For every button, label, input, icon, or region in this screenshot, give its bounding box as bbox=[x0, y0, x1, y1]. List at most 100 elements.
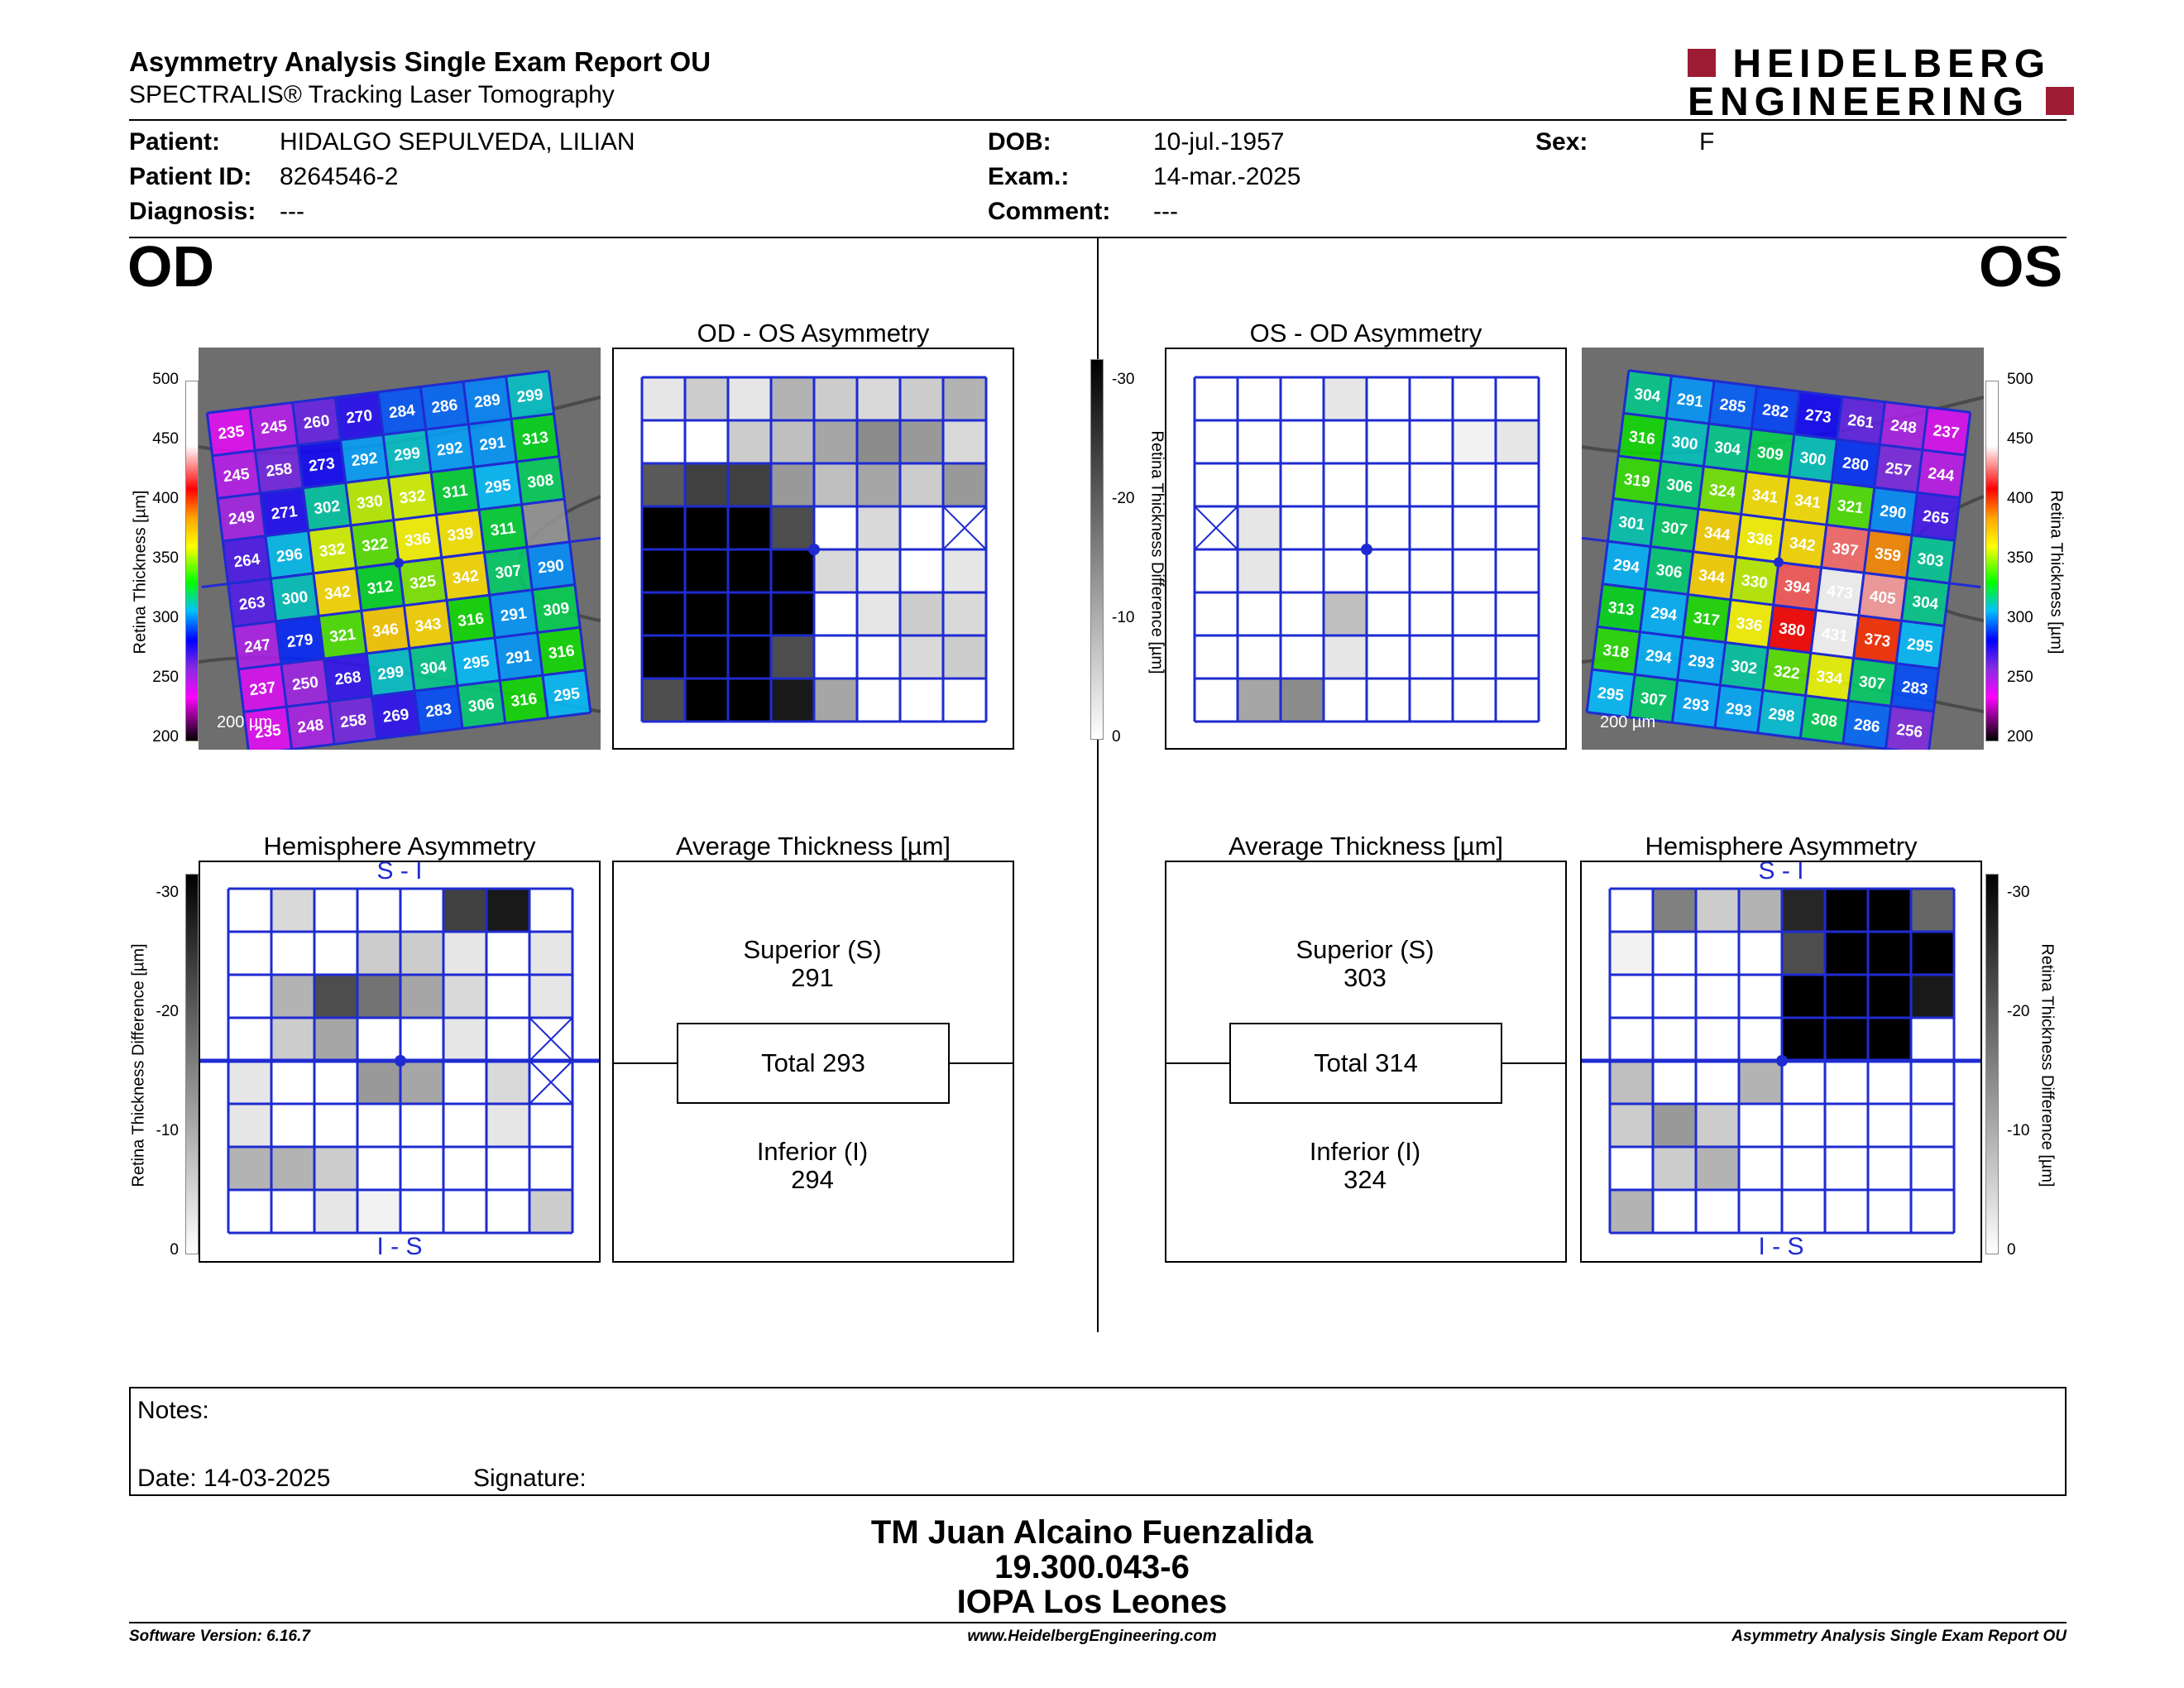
asym-cell bbox=[814, 377, 857, 420]
asym-cell bbox=[228, 1061, 271, 1104]
thickness-cell bbox=[1789, 434, 1837, 482]
signature-label: Signature: bbox=[473, 1465, 587, 1492]
asym-cell bbox=[1324, 592, 1367, 635]
colorbar-tick: 350 bbox=[2007, 549, 2033, 567]
asym-cell bbox=[1496, 420, 1539, 463]
colorbar-tick: -20 bbox=[1112, 490, 1135, 507]
asym-cell bbox=[1453, 377, 1496, 420]
asym-cell bbox=[1453, 679, 1496, 722]
asym-cell bbox=[486, 1061, 529, 1104]
thickness-value: 334 bbox=[1815, 668, 1843, 688]
thickness-value: 295 bbox=[553, 685, 581, 706]
notes-label: Notes: bbox=[137, 1397, 209, 1424]
thickness-value: 299 bbox=[516, 386, 544, 407]
asym-cell bbox=[486, 1190, 529, 1233]
thickness-cell bbox=[308, 525, 357, 573]
thickness-cell bbox=[1592, 626, 1640, 675]
colorbar-tick: 500 bbox=[152, 371, 179, 388]
asym-cell bbox=[486, 975, 529, 1018]
thickness-cell bbox=[1800, 695, 1849, 744]
signer-id: 19.300.043-6 bbox=[994, 1549, 1190, 1585]
thickness-value: 342 bbox=[323, 583, 352, 604]
thickness-value: 473 bbox=[1826, 583, 1854, 603]
asym-cell bbox=[1825, 1061, 1868, 1104]
asym-cell bbox=[1238, 635, 1281, 679]
asym-cell bbox=[271, 1190, 314, 1233]
asym-cell bbox=[314, 932, 357, 975]
thickness-value: 300 bbox=[1671, 434, 1699, 454]
asym-cell bbox=[1281, 420, 1324, 463]
asym-cell bbox=[400, 1018, 443, 1061]
asym-cell bbox=[771, 420, 814, 463]
os-thickness-colorbar bbox=[1985, 381, 1999, 741]
asym-cell bbox=[1653, 1061, 1696, 1104]
asym-cell bbox=[1653, 932, 1696, 975]
asym-cell bbox=[271, 1104, 314, 1147]
asym-cell bbox=[685, 463, 728, 506]
asym-cell bbox=[642, 377, 685, 420]
asym-cell bbox=[228, 889, 271, 932]
thickness-value: 316 bbox=[1628, 428, 1656, 448]
os-hemi-colorbar bbox=[1985, 874, 1999, 1254]
asym-cell bbox=[1739, 1104, 1782, 1147]
thickness-value: 265 bbox=[1922, 507, 1950, 528]
asym-cell bbox=[1324, 635, 1367, 679]
os-thickness-axis-label: Retina Thickness [µm] bbox=[2047, 490, 2066, 655]
thickness-value: 342 bbox=[1789, 535, 1817, 555]
thickness-cell bbox=[1629, 674, 1678, 723]
asym-cell bbox=[1195, 377, 1238, 420]
os-inferior-label: Inferior (I) bbox=[1309, 1137, 1421, 1166]
thickness-value: 341 bbox=[1751, 487, 1779, 507]
thickness-value: 295 bbox=[462, 653, 491, 674]
thickness-value: 300 bbox=[280, 588, 309, 609]
colorbar-tick: 400 bbox=[2007, 490, 2033, 507]
os-label: OS bbox=[1979, 234, 2063, 299]
asym-cell bbox=[771, 506, 814, 549]
thickness-cell bbox=[1912, 492, 1961, 541]
thickness-cell bbox=[473, 462, 522, 510]
thickness-value: 293 bbox=[1682, 695, 1710, 716]
asym-cell bbox=[1238, 679, 1281, 722]
asym-cell bbox=[1410, 549, 1453, 592]
colorbar-tick: 300 bbox=[152, 609, 179, 626]
asym-cell bbox=[1281, 679, 1324, 722]
asym-cell bbox=[529, 1190, 572, 1233]
thickness-cell bbox=[1906, 535, 1955, 583]
thickness-cell bbox=[462, 376, 511, 424]
thickness-cell bbox=[356, 563, 405, 611]
asym-cell bbox=[857, 506, 900, 549]
thickness-cell bbox=[526, 541, 575, 590]
asym-cell bbox=[1696, 1190, 1739, 1233]
asym-cell bbox=[1782, 1061, 1825, 1104]
colorbar-tick: 0 bbox=[1112, 728, 1121, 746]
website-link[interactable]: www.HeidelbergEngineering.com bbox=[967, 1628, 1217, 1645]
thickness-cell bbox=[414, 685, 463, 734]
asym-cell bbox=[1782, 975, 1825, 1018]
thickness-cell bbox=[478, 504, 527, 553]
asym-cell bbox=[1281, 549, 1324, 592]
asym-cell bbox=[486, 1147, 529, 1190]
thickness-value: 284 bbox=[388, 402, 416, 423]
thickness-cell bbox=[351, 520, 400, 568]
sex-label: Sex: bbox=[1535, 128, 1588, 156]
thickness-cell bbox=[468, 419, 517, 468]
asym-cell bbox=[728, 635, 771, 679]
os-hemi-top: S - I bbox=[1758, 857, 1804, 885]
thickness-cell bbox=[500, 675, 548, 724]
thickness-value: 343 bbox=[414, 616, 443, 636]
thickness-cell bbox=[1635, 631, 1684, 680]
thickness-value: 295 bbox=[1906, 635, 1934, 656]
thickness-value: 302 bbox=[1730, 658, 1758, 679]
asym-cell bbox=[642, 506, 685, 549]
thickness-value: 317 bbox=[1693, 610, 1721, 631]
thickness-cell bbox=[532, 584, 581, 633]
thickness-cell bbox=[1731, 557, 1779, 606]
asym-cell bbox=[357, 1147, 400, 1190]
asym-cell bbox=[1281, 506, 1324, 549]
thickness-value: 304 bbox=[1633, 386, 1661, 406]
asym-cell bbox=[1610, 1104, 1653, 1147]
thickness-value: 316 bbox=[548, 642, 576, 663]
thickness-value: 293 bbox=[1687, 652, 1715, 673]
thickness-value: 307 bbox=[1660, 519, 1688, 539]
thickness-cell bbox=[494, 632, 543, 681]
